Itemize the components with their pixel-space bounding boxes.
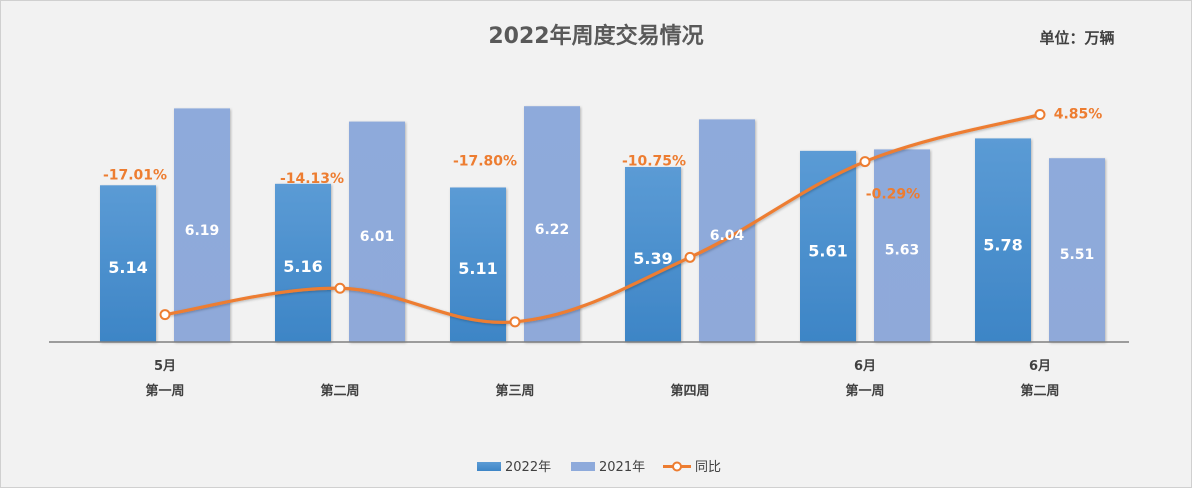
legend-label-2022: 2022年: [505, 460, 551, 475]
series-2022-bars: [100, 138, 1031, 342]
x-tick-label-month: 6月: [1029, 359, 1051, 374]
bar-label-2021: 5.51: [1060, 247, 1095, 263]
yoy-marker: [334, 282, 346, 294]
yoy-marker: [509, 316, 521, 328]
x-tick-label-week: 第四周: [670, 383, 709, 399]
x-tick-label-week: 第一周: [845, 383, 884, 399]
series-yoy-line: [159, 109, 1046, 328]
bar-2022: [100, 185, 156, 342]
x-tick-label-week: 第三周: [495, 383, 534, 399]
yoy-data-label: -14.13%: [280, 171, 344, 187]
bar-2022: [800, 150, 856, 342]
yoy-marker: [684, 251, 696, 263]
x-tick-label-month: 6月: [854, 359, 876, 374]
x-tick-label-month: 5月: [154, 359, 176, 374]
yoy-marker: [159, 309, 171, 321]
legend: 2022年 2021年 同比: [477, 460, 721, 475]
chart-title: 2022年周度交易情况: [488, 23, 703, 49]
bar-2021: [1049, 158, 1105, 342]
bar-data-labels: 5.14 6.19 5.16 6.01 5.11 6.22 5.39 6.04 5.61 5.63…: [108, 222, 1094, 278]
yoy-data-label: -17.01%: [103, 167, 167, 183]
bar-label-2021: 6.01: [360, 229, 395, 245]
bar-label-2022: 5.11: [458, 259, 497, 278]
line-data-labels: -17.01% -14.13% -17.80% -10.75% -0.29% 4.85%: [103, 107, 1102, 203]
bar-2021: [524, 106, 580, 342]
legend-label-yoy: 同比: [695, 460, 721, 475]
bar-label-2022: 5.78: [983, 235, 1022, 254]
bar-2022: [275, 183, 331, 342]
bar-label-2021: 6.22: [535, 222, 570, 238]
bar-label-2022: 5.61: [808, 241, 847, 260]
bar-label-2021: 5.63: [885, 243, 920, 259]
yoy-data-label: 4.85%: [1054, 107, 1103, 123]
bar-label-2021: 6.19: [185, 223, 220, 239]
yoy-marker: [859, 156, 871, 168]
bar-label-2022: 5.16: [283, 257, 322, 276]
bar-2021: [349, 121, 405, 343]
yoy-data-label: -0.29%: [866, 187, 920, 203]
yoy-data-label: -17.80%: [453, 153, 517, 169]
series-2021-bars: [174, 106, 1105, 343]
bar-2022: [625, 166, 681, 342]
yoy-data-label: -10.75%: [622, 153, 686, 169]
unit-label: 单位：万辆: [1039, 29, 1114, 47]
legend-swatch-2021: [571, 462, 595, 471]
x-tick-label-week: 第二周: [1020, 383, 1059, 399]
x-tick-label-week: 第一周: [145, 383, 184, 399]
bar-2021: [699, 119, 755, 342]
yoy-marker: [1034, 109, 1046, 121]
bar-label-2022: 5.39: [633, 249, 672, 268]
bar-2022: [975, 138, 1031, 342]
yoy-line-path: [164, 112, 1041, 325]
x-tick-label-week: 第二周: [320, 383, 359, 399]
bar-label-2021: 6.04: [710, 228, 745, 244]
legend-swatch-yoy-marker: [672, 461, 682, 472]
bar-2021: [874, 149, 930, 342]
bar-label-2022: 5.14: [108, 258, 147, 277]
legend-swatch-2022: [477, 462, 501, 471]
legend-label-2021: 2021年: [599, 460, 645, 475]
